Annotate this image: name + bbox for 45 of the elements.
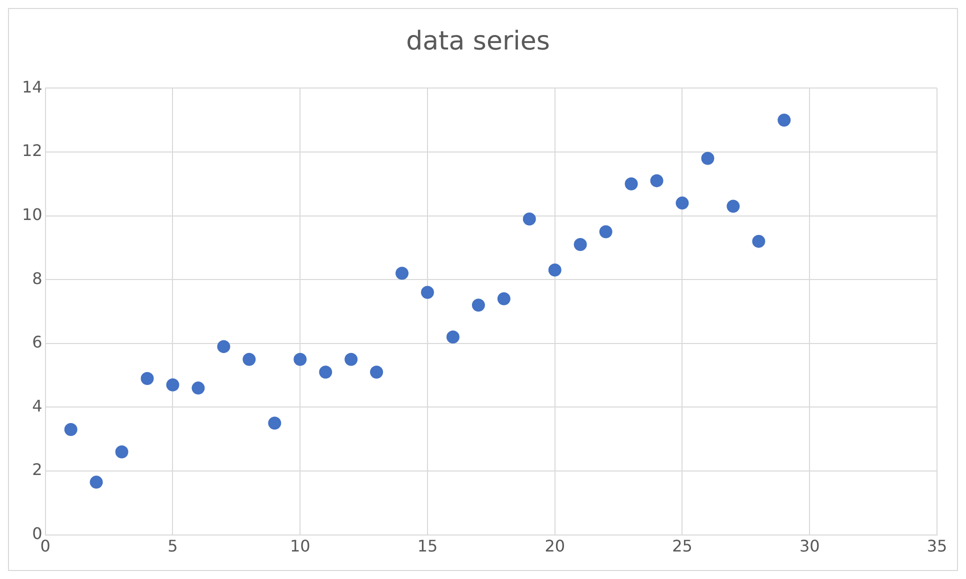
point — [420, 286, 434, 299]
point — [319, 366, 332, 379]
y-tick-label: 14 — [22, 77, 42, 96]
x-tick-label: 10 — [290, 536, 310, 556]
point — [574, 238, 587, 252]
point — [599, 225, 612, 238]
point — [752, 234, 766, 248]
point — [192, 382, 205, 395]
y-tick-label: 12 — [22, 141, 42, 160]
y-tick-label: 4 — [32, 396, 42, 416]
y-tick-label: 8 — [32, 268, 42, 288]
y-tick-label: 10 — [22, 204, 42, 224]
point — [726, 200, 740, 213]
y-tick-label: 2 — [32, 460, 42, 480]
y-tick-label: 6 — [32, 332, 42, 352]
x-tick-label: 20 — [544, 536, 566, 556]
point — [344, 352, 358, 366]
point — [778, 114, 791, 127]
chart-title: data series — [406, 26, 550, 56]
x-tick-label: 30 — [799, 536, 820, 556]
point — [90, 476, 103, 489]
y-tick-label: 0 — [32, 524, 42, 543]
point — [370, 366, 384, 379]
x-tick-label: 25 — [672, 536, 692, 556]
point — [472, 298, 485, 312]
point — [548, 264, 562, 277]
x-tick-label: 35 — [926, 536, 948, 556]
point — [396, 266, 409, 280]
point — [624, 177, 638, 190]
point — [64, 423, 78, 436]
point — [268, 416, 282, 430]
x-tick-label: 5 — [168, 536, 178, 556]
point — [446, 330, 460, 344]
point — [701, 152, 714, 165]
x-tick-label: 15 — [417, 536, 438, 556]
point — [676, 196, 689, 210]
point — [217, 340, 230, 354]
point — [140, 372, 154, 385]
point — [115, 445, 128, 458]
point — [294, 352, 307, 366]
point — [166, 378, 180, 392]
point — [522, 212, 536, 226]
point — [650, 174, 664, 188]
point — [497, 292, 510, 306]
point — [242, 352, 256, 366]
